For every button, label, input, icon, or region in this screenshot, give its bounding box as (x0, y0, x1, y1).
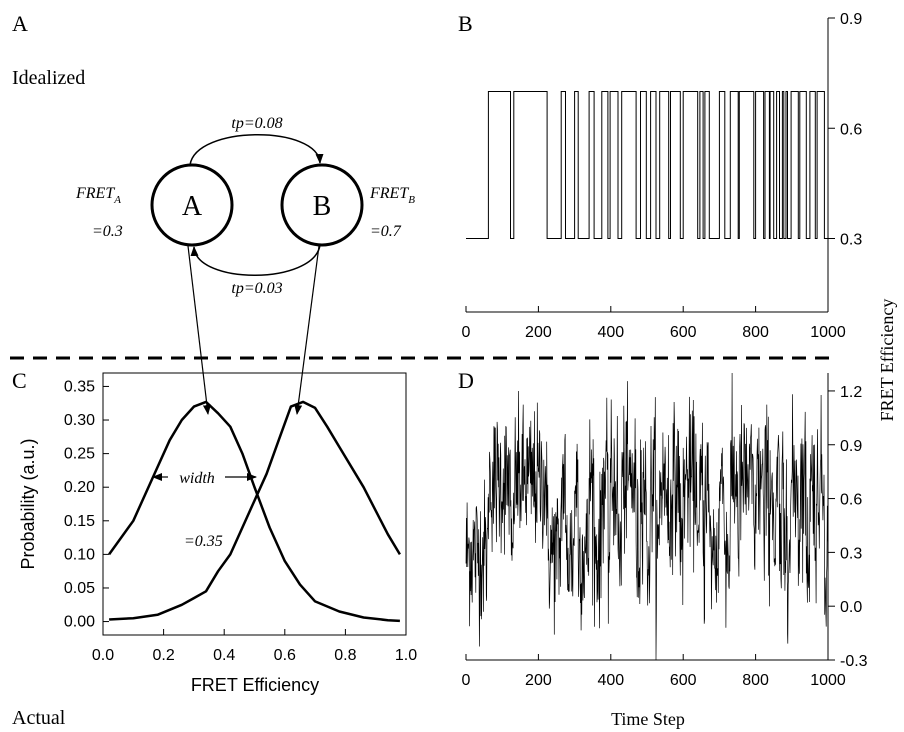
chart-c-y-tick-label: 0.20 (64, 479, 95, 496)
chart-d-y-tick-label: -0.3 (840, 653, 868, 670)
state-b-label: B (313, 191, 332, 222)
panel-label-c: C (12, 368, 27, 393)
chart-d-noisy-trace (465, 372, 829, 661)
chart-d-x-tick-label: 800 (742, 672, 769, 689)
chart-d-x-tick-label: 600 (670, 672, 697, 689)
width-label: width (179, 470, 215, 487)
right-y-axis-label: FRET Efficiency (877, 299, 897, 422)
transition-arrow-a-to-b (189, 134, 324, 166)
chart-b-x-tick-label: 800 (742, 324, 769, 341)
chart-c-y-axis-label: Probability (a.u.) (18, 438, 38, 569)
chart-d-x-tick-label: 0 (462, 672, 471, 689)
panel-label-d: D (458, 368, 474, 393)
chart-c-frame (102, 372, 407, 636)
chart-c-series-line (109, 400, 401, 621)
chart-d-y-tick-label: 1.2 (840, 384, 862, 401)
state-diagram: A B tp=0.08 tp=0.03 FRETA =0.3 FRETB =0.… (75, 115, 415, 415)
chart-b-x-tick-label: 1000 (810, 324, 846, 341)
fret-b-value: =0.7 (370, 223, 402, 240)
chart-d-y-tick-label: 0.9 (840, 438, 862, 455)
chart-c-x-axis-label: FRET Efficiency (191, 675, 319, 695)
chart-c-x-tick-label: 0.8 (334, 647, 356, 664)
chart-b-x-tick-label: 600 (670, 324, 697, 341)
chart-b: 0 200 400 600 800 1000 0.3 0.6 0.9 (462, 11, 863, 341)
panel-label-a: A (12, 11, 28, 36)
chart-b-x-tick-label: 200 (525, 324, 552, 341)
chart-c-x-tick-label: 0.4 (213, 647, 235, 664)
transition-probability-ab: tp=0.08 (231, 115, 282, 132)
chart-c-y-tick-label: 0.00 (64, 614, 95, 631)
chart-b-y-tick-label: 0.9 (840, 11, 862, 28)
chart-c-x-tick-label: 1.0 (395, 647, 417, 664)
chart-d: 0 200 400 600 800 1000 -0.3 0.0 0.3 0.6 0.9 1.2 Ti… (462, 372, 868, 729)
chart-b-y-tick-label: 0.6 (840, 121, 862, 138)
chart-d-x-axis-label: Time Step (611, 709, 685, 729)
chart-d-y-tick-label: 0.3 (840, 545, 862, 562)
arrow-state-a-to-peak (187, 245, 211, 415)
chart-c-y-tick-label: 0.10 (64, 546, 95, 563)
chart-c-y-tick-label: 0.05 (64, 580, 95, 597)
chart-c-y-tick-label: 0.35 (64, 378, 95, 395)
chart-d-x-tick-label: 400 (597, 672, 624, 689)
chart-d-y-tick-label: 0.6 (840, 492, 862, 509)
chart-d-y-tick-label: 0.0 (840, 599, 862, 616)
panel-label-b: B (458, 11, 473, 36)
chart-c-y-tick-label: 0.15 (64, 513, 95, 530)
chart-c-x-tick-label: 0.0 (92, 647, 114, 664)
arrow-state-b-to-peak (294, 245, 320, 415)
section-label-idealized: Idealized (12, 67, 85, 89)
chart-c-x-tick-label: 0.2 (152, 647, 174, 664)
chart-c: 0.0 0.2 0.4 0.6 0.8 1.0 0.00 0.05 0.10 0.15 0.20 0… (18, 372, 417, 695)
chart-b-x-tick-label: 0 (462, 324, 471, 341)
chart-c-y-tick-label: 0.30 (64, 412, 95, 429)
width-value: =0.35 (184, 533, 223, 550)
fret-a-label: FRETA (75, 185, 121, 206)
chart-c-y-tick-label: 0.25 (64, 446, 95, 463)
chart-d-x-tick-label: 1000 (810, 672, 846, 689)
state-a-circle (150, 163, 234, 247)
section-label-actual: Actual (12, 707, 66, 729)
transition-arrow-b-to-a (190, 244, 321, 276)
fret-b-label: FRETB (369, 185, 415, 206)
chart-d-x-tick-label: 200 (525, 672, 552, 689)
chart-c-series-line (108, 400, 400, 623)
state-b-circle (280, 163, 364, 247)
chart-b-x-tick-label: 400 (597, 324, 624, 341)
state-a-label: A (182, 191, 203, 222)
transition-probability-ba: tp=0.03 (231, 280, 282, 297)
chart-b-state-trace (466, 91, 828, 239)
fret-a-value: =0.3 (92, 223, 123, 240)
chart-b-y-tick-label: 0.3 (840, 232, 862, 249)
chart-c-x-tick-label: 0.6 (274, 647, 296, 664)
